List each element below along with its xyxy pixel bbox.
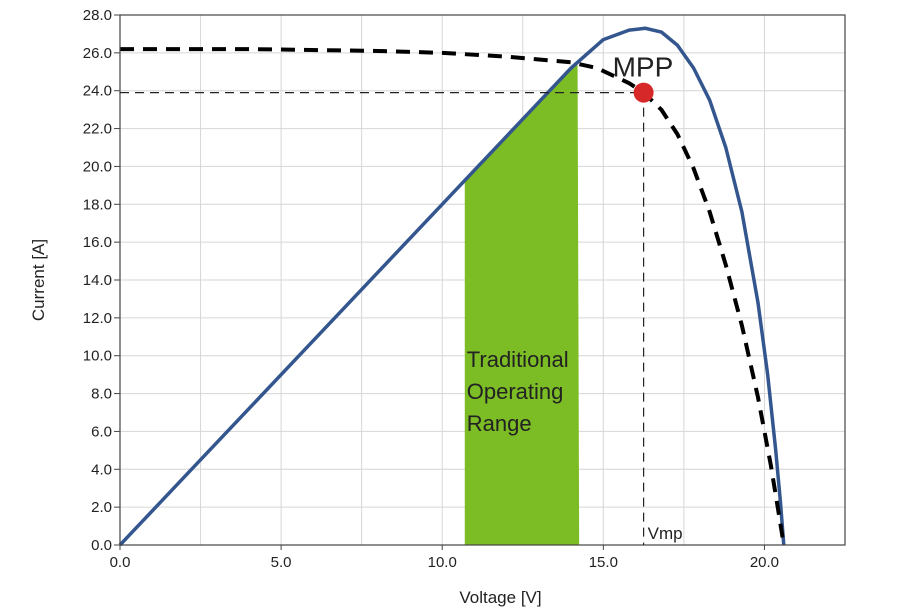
y-tick-label: 22.0 [83, 121, 112, 138]
mpp-point [633, 82, 654, 103]
vmp-label: Vmp [648, 524, 683, 543]
y-tick-label: 28.0 [83, 7, 112, 24]
tick-labels: 0.0 5.0 10.0 15.0 20.0 0.0 2.0 4.0 6.0 8.0 10.0 12.… [83, 7, 779, 571]
y-tick-label: 24.0 [83, 83, 112, 100]
x-tick-label: 0.0 [110, 554, 131, 571]
y-tick-label: 12.0 [83, 310, 112, 327]
y-tick-label: 4.0 [91, 461, 112, 478]
y-axis-title: Current [A] [29, 239, 48, 321]
y-tick-label: 14.0 [83, 272, 112, 289]
x-tick-label: 5.0 [271, 554, 292, 571]
y-tick-label: 2.0 [91, 499, 112, 516]
y-tick-label: 26.0 [83, 45, 112, 62]
operating-range-band [464, 62, 580, 545]
operating-range-label-line: Range [467, 411, 532, 436]
operating-range-label-line: Operating [467, 379, 564, 404]
annotations: Traditional Operating Range MPP Vmp [120, 52, 683, 545]
pv-curve-solid [118, 26, 786, 547]
x-axis-title: Voltage [V] [459, 588, 541, 607]
x-tick-label: 20.0 [750, 554, 779, 571]
y-tick-label: 8.0 [91, 386, 112, 403]
y-tick-label: 18.0 [83, 196, 112, 213]
y-tick-label: 0.0 [91, 537, 112, 554]
axes [114, 14, 846, 550]
y-tick-label: 20.0 [83, 158, 112, 175]
operating-range-label-line: Traditional [467, 347, 569, 372]
x-tick-label: 15.0 [589, 554, 618, 571]
y-tick-label: 6.0 [91, 423, 112, 440]
mpp-label: MPP [613, 52, 674, 83]
x-tick-label: 10.0 [428, 554, 457, 571]
y-tick-label: 16.0 [83, 234, 112, 251]
y-tick-label: 10.0 [83, 348, 112, 365]
operating-range-layer [464, 62, 580, 545]
